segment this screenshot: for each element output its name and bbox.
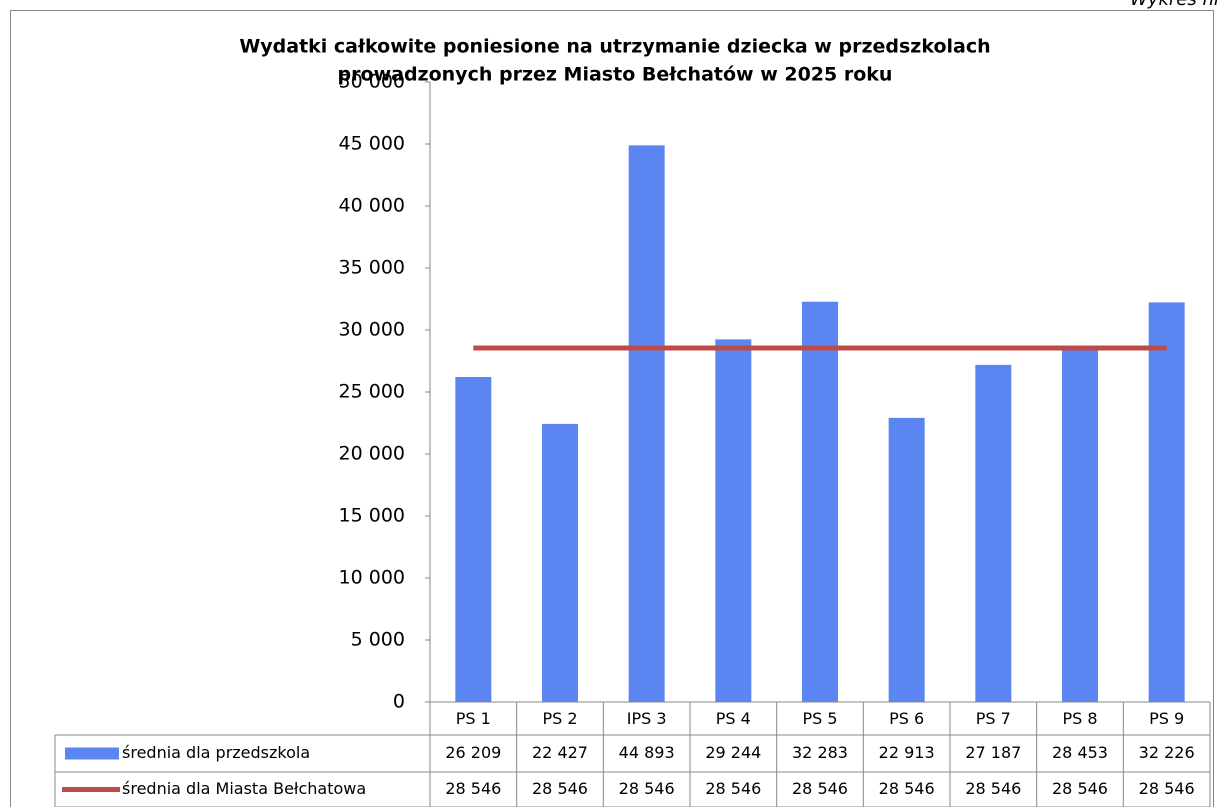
y-tick-label: 40 000 [339,195,405,217]
x-tick-label: PS 4 [716,709,751,728]
y-tick-label: 30 000 [339,319,405,341]
table-value: 28 546 [1139,779,1195,798]
table-value: 32 283 [792,743,848,762]
y-tick-label: 25 000 [339,381,405,403]
x-tick-label: PS 2 [542,709,577,728]
table-value: 22 427 [532,743,588,762]
bar [888,417,925,702]
table-value: 28 546 [879,779,935,798]
table-value: 28 546 [705,779,761,798]
bar [1062,349,1098,702]
table-value: 27 187 [965,743,1021,762]
table-value: 22 913 [879,743,935,762]
legend-label: średnia dla przedszkola [122,743,310,762]
table-value: 32 226 [1139,743,1195,762]
bar [542,423,578,702]
y-tick-label: 0 [393,691,405,713]
x-tick-label: IPS 3 [627,709,667,728]
table-value: 26 209 [445,743,501,762]
table-value: 28 453 [1052,743,1108,762]
bar [1148,302,1185,702]
chart-title: Wydatki całkowite poniesione na utrzyman… [239,36,990,58]
y-tick-label: 50 000 [339,71,405,93]
table-value: 28 546 [619,779,675,798]
y-tick-label: 45 000 [339,133,405,155]
bar [802,301,838,702]
table-value: 44 893 [619,743,675,762]
y-tick-label: 10 000 [339,567,405,589]
chart-border [10,10,1214,807]
bar [455,377,492,702]
bar [628,145,665,703]
table-value: 28 546 [445,779,501,798]
annotation: Wykres nr IV-5. [1130,0,1224,10]
y-tick-label: 15 000 [339,505,405,527]
x-tick-label: PS 1 [456,709,491,728]
table-value: 28 546 [1052,779,1108,798]
bar [715,339,752,702]
y-tick-label: 20 000 [339,443,405,465]
x-tick-label: PS 8 [1062,709,1097,728]
y-tick-label: 35 000 [339,257,405,279]
legend-label: średnia dla Miasta Bełchatowa [122,779,366,798]
table-value: 28 546 [792,779,848,798]
table-value: 28 546 [965,779,1021,798]
table-value: 28 546 [532,779,588,798]
table-value: 29 244 [705,743,761,762]
bar [975,364,1012,702]
legend-key [65,747,119,760]
x-tick-label: PS 5 [802,709,837,728]
x-tick-label: PS 9 [1149,709,1184,728]
chart-subtitle: prowadzonych przez Miasto Bełchatów w 20… [338,64,893,86]
x-tick-label: PS 6 [889,709,924,728]
y-tick-label: 5 000 [351,629,405,651]
x-tick-label: PS 7 [976,709,1011,728]
